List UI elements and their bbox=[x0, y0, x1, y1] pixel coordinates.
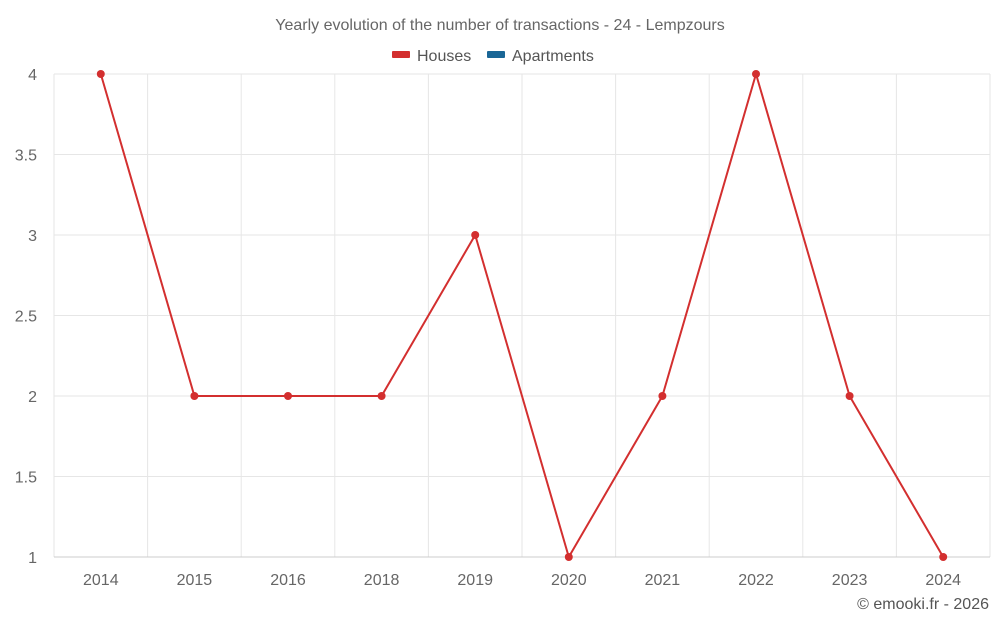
x-tick-label: 2024 bbox=[925, 572, 961, 589]
y-tick-label: 1 bbox=[28, 550, 37, 567]
legend-item-houses[interactable]: Houses bbox=[392, 48, 471, 65]
y-tick-label: 3 bbox=[28, 228, 37, 245]
data-point[interactable] bbox=[564, 553, 573, 561]
x-tick-label: 2019 bbox=[457, 572, 493, 589]
x-tick-label: 2020 bbox=[551, 572, 587, 589]
credit-text: © emooki.fr - 2026 bbox=[857, 596, 989, 613]
data-point[interactable] bbox=[752, 70, 760, 78]
data-point[interactable] bbox=[284, 392, 292, 400]
data-point[interactable] bbox=[939, 553, 948, 561]
data-point[interactable] bbox=[96, 70, 105, 78]
legend-label-houses: Houses bbox=[417, 48, 471, 65]
legend-label-apartments: Apartments bbox=[512, 48, 594, 65]
legend-swatch-apartments bbox=[487, 51, 505, 58]
legend-swatch-houses bbox=[392, 51, 410, 58]
data-point[interactable] bbox=[471, 231, 480, 239]
x-tick-label: 2022 bbox=[738, 572, 774, 589]
grid bbox=[53, 73, 991, 557]
x-tick-label: 2021 bbox=[645, 572, 681, 589]
y-tick-label: 2 bbox=[28, 389, 37, 406]
series-line-houses bbox=[99, 73, 945, 558]
y-tick-label: 4 bbox=[28, 67, 37, 84]
x-tick-label: 2014 bbox=[83, 572, 119, 589]
series-houses bbox=[96, 70, 948, 561]
axes: 1 1.5 2 2.5 3 3.5 4 2014 2015 2016 2018 2019 2020 202… bbox=[15, 67, 990, 589]
data-point[interactable] bbox=[845, 392, 854, 400]
data-point[interactable] bbox=[658, 392, 667, 400]
data-point[interactable] bbox=[377, 392, 386, 400]
x-tick-label: 2016 bbox=[270, 572, 306, 589]
y-tick-label: 1.5 bbox=[15, 470, 37, 487]
chart-title: Yearly evolution of the number of transa… bbox=[275, 17, 724, 34]
y-tick-label: 2.5 bbox=[15, 309, 37, 326]
legend-item-apartments[interactable]: Apartments bbox=[487, 48, 594, 65]
data-point[interactable] bbox=[190, 392, 199, 400]
x-tick-label: 2015 bbox=[177, 572, 213, 589]
legend: Houses Apartments bbox=[392, 48, 594, 65]
y-tick-label: 3.5 bbox=[15, 148, 37, 165]
x-tick-label: 2018 bbox=[364, 572, 400, 589]
x-tick-label: 2023 bbox=[832, 572, 868, 589]
